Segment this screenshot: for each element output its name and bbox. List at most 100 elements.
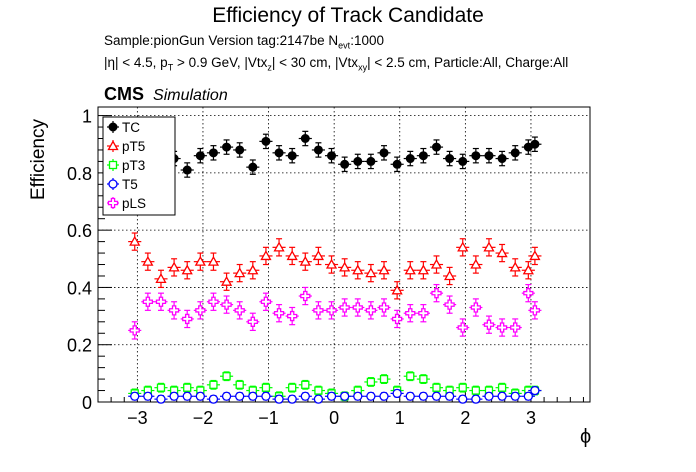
series-T5 <box>128 385 542 404</box>
data-point <box>181 264 193 275</box>
series-pT5 <box>128 232 542 300</box>
data-point <box>484 391 494 401</box>
data-point <box>222 372 231 381</box>
data-point <box>392 388 402 399</box>
x-tick-label: 0 <box>329 408 339 428</box>
data-point <box>222 142 232 152</box>
data-point <box>313 305 324 316</box>
data-point <box>235 380 244 389</box>
data-point <box>195 391 205 401</box>
data-point <box>497 154 507 164</box>
legend-label: TC <box>122 120 140 135</box>
sample-line: Sample:pionGun Version tag:2147be Nevt:1… <box>104 33 384 51</box>
data-point <box>418 308 429 319</box>
data-point <box>352 264 364 275</box>
data-point <box>234 305 245 316</box>
data-point <box>484 151 494 161</box>
y-tick-label: 0.8 <box>67 164 92 184</box>
data-point <box>405 308 416 319</box>
cuts-line: |η| < 4.5, pT > 0.9 GeV, |Vtxz| < 30 cm,… <box>104 55 568 73</box>
simulation-text: Simulation <box>153 87 228 104</box>
data-point <box>326 305 337 316</box>
data-point <box>183 383 192 392</box>
data-point <box>247 316 258 327</box>
data-point <box>352 302 363 313</box>
legend-label: pLS <box>122 196 146 211</box>
data-point <box>130 391 140 401</box>
data-point <box>194 255 206 266</box>
data-point <box>155 273 167 283</box>
y-tick-label: 0.6 <box>67 221 92 241</box>
data-point <box>300 391 310 401</box>
data-point <box>169 391 179 401</box>
data-point <box>470 302 482 313</box>
data-point <box>273 241 285 252</box>
cuts-part: | < 2.5 cm, Particle:All, Charge:All <box>367 55 569 70</box>
cuts-subscript: xy <box>358 62 368 73</box>
data-point <box>365 305 377 316</box>
data-point <box>529 250 541 261</box>
data-point <box>143 391 153 401</box>
data-point <box>260 296 272 307</box>
data-point <box>220 275 233 286</box>
data-point <box>353 156 363 166</box>
data-point <box>325 258 338 269</box>
data-point <box>497 383 507 392</box>
data-point <box>261 383 271 392</box>
series-TC <box>128 130 542 178</box>
data-point <box>457 241 469 252</box>
data-point <box>509 261 521 272</box>
data-point <box>235 391 245 401</box>
data-point <box>208 296 219 307</box>
data-point <box>496 247 508 258</box>
data-point <box>391 284 403 295</box>
data-point <box>391 313 403 325</box>
data-point <box>287 394 297 404</box>
legend-label: pT5 <box>122 139 145 154</box>
data-point <box>235 145 245 155</box>
data-point <box>419 374 428 384</box>
data-point <box>248 391 258 401</box>
data-point <box>378 302 390 313</box>
x-tick-label: 3 <box>526 408 536 428</box>
data-point <box>274 394 284 404</box>
data-point <box>156 383 166 392</box>
data-point <box>300 134 310 144</box>
data-point <box>195 151 205 161</box>
plot-frame <box>97 106 591 403</box>
data-point <box>182 165 192 175</box>
series-pLS <box>128 283 542 340</box>
x-tick-label: 1 <box>395 408 405 428</box>
data-point <box>379 148 389 158</box>
x-tick-label: 2 <box>460 408 470 428</box>
data-point <box>261 391 271 401</box>
data-point <box>353 391 363 401</box>
data-point <box>366 156 376 166</box>
data-point <box>417 264 429 275</box>
data-point <box>405 391 415 401</box>
data-point <box>458 394 468 404</box>
data-point <box>379 391 389 401</box>
sample-text: Sample:pionGun Version tag:2147be N <box>104 33 339 48</box>
data-point <box>510 148 520 158</box>
legend-label: T5 <box>122 177 138 192</box>
data-point <box>530 385 540 396</box>
data-point <box>431 391 442 401</box>
y-tick-label: 0.4 <box>67 278 92 298</box>
data-point <box>168 305 180 316</box>
data-point <box>261 136 271 146</box>
legend-marker <box>107 197 119 209</box>
data-point <box>522 264 534 275</box>
data-point <box>287 310 298 322</box>
y-tick-label: 0 <box>82 393 92 413</box>
data-point <box>365 267 377 278</box>
data-point <box>404 264 416 275</box>
legend-label: pT3 <box>122 158 145 173</box>
data-point <box>155 296 167 307</box>
data-point <box>483 241 495 252</box>
data-point <box>209 380 218 389</box>
data-point <box>379 374 389 384</box>
data-point <box>432 383 441 392</box>
data-point <box>523 391 533 401</box>
